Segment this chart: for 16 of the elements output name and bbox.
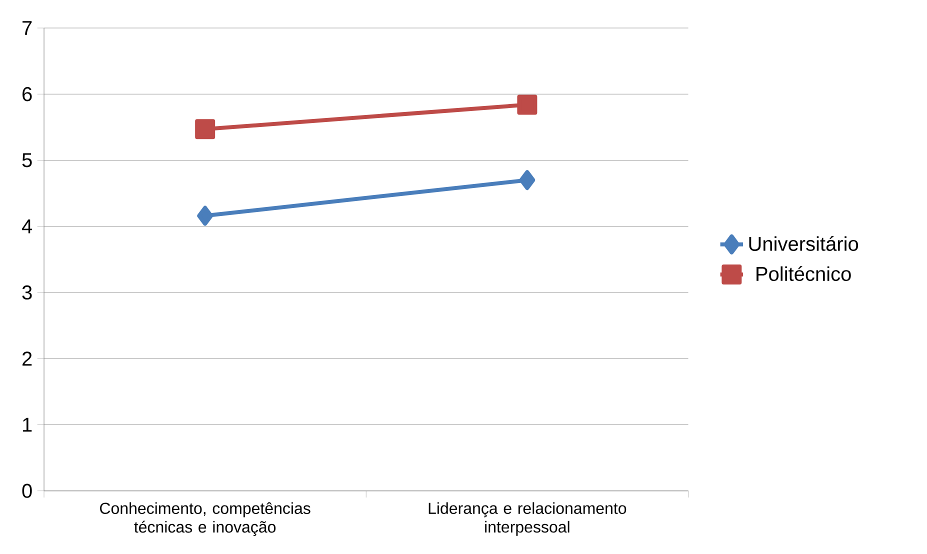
y-tick-label: 7 — [22, 21, 32, 36]
y-tick-label: 3 — [22, 286, 32, 300]
y-tick-label: 1 — [23, 418, 32, 432]
legend-label: Politécnico — [756, 266, 851, 282]
point — [197, 206, 214, 226]
point — [195, 119, 216, 140]
legend-label: Universitário — [749, 236, 858, 252]
x-tick-label: Liderança e relacionamento interpessoal — [428, 502, 626, 536]
point — [519, 170, 536, 190]
point — [517, 94, 538, 115]
y-tick-label: 2 — [22, 352, 32, 366]
y-tick-label: 0 — [22, 484, 32, 498]
y-tick-label: 4 — [22, 220, 32, 234]
y-tick-label: 5 — [22, 154, 32, 168]
x-tick-label: Conhecimento, competências técnicas e inovação — [100, 502, 310, 536]
y-tick-label: 6 — [22, 87, 32, 102]
